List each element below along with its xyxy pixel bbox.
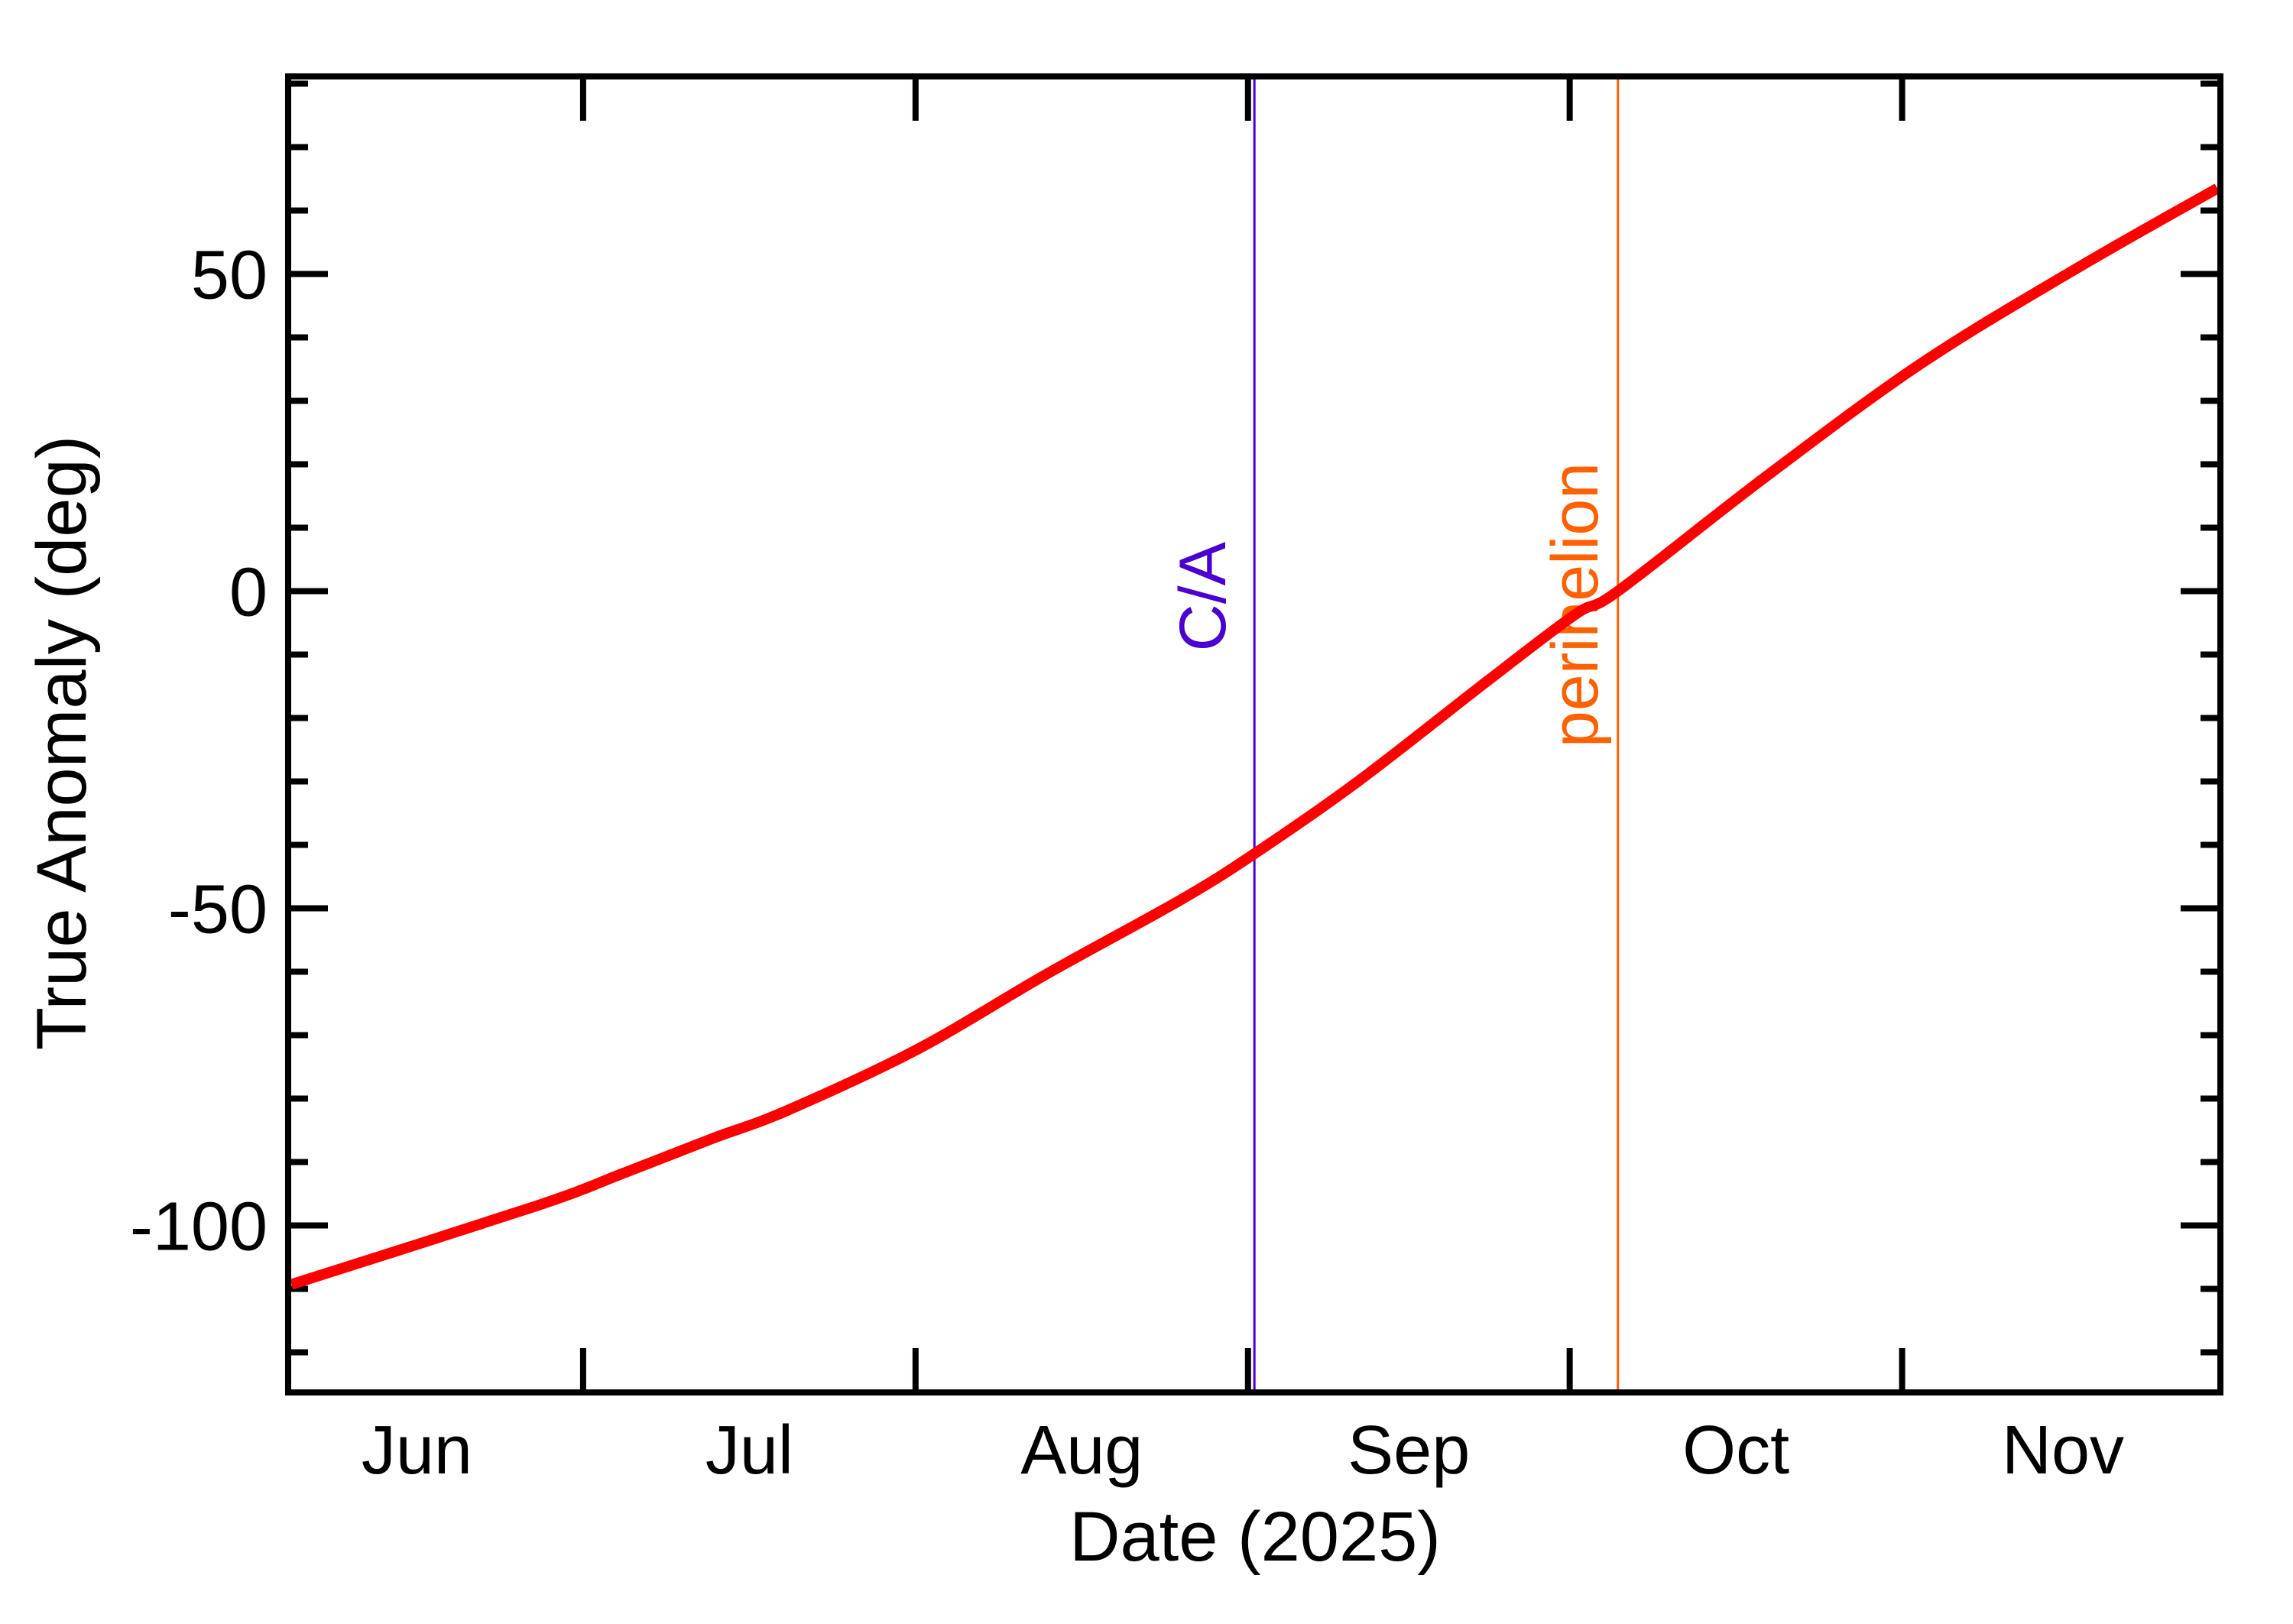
x-tick-label-nov: Nov — [2002, 1412, 2124, 1489]
plot-frame — [285, 73, 2223, 1395]
x-tick-label-aug: Aug — [1020, 1412, 1143, 1489]
x-axis-title: Date (2025) — [1069, 1498, 1441, 1576]
y-tick-label: 50 — [191, 238, 268, 314]
y-tick-label: -100 — [130, 1189, 268, 1266]
x-tick-label-sep: Sep — [1348, 1412, 1470, 1489]
x-tick-label-jul: Jul — [705, 1412, 793, 1489]
c-a-marker-label: C/A — [1166, 541, 1240, 651]
y-tick-labels: 50 0 -50 -100 — [130, 238, 268, 1266]
event-markers: C/A perihelion — [1166, 79, 1620, 1389]
y-axis-title: True Anomaly (deg) — [23, 436, 101, 1051]
x-tick-labels: Jun Jul Aug Sep Oct Nov — [362, 1412, 2124, 1489]
x-tick-label-jun: Jun — [362, 1412, 472, 1489]
y-tick-label: 0 — [229, 555, 268, 631]
y-tick-label: -50 — [168, 872, 268, 948]
minor-ticks — [291, 80, 2217, 1356]
major-ticks — [291, 79, 2217, 1389]
true-anomaly-curve — [290, 183, 2220, 1290]
x-tick-label-oct: Oct — [1682, 1412, 1789, 1489]
